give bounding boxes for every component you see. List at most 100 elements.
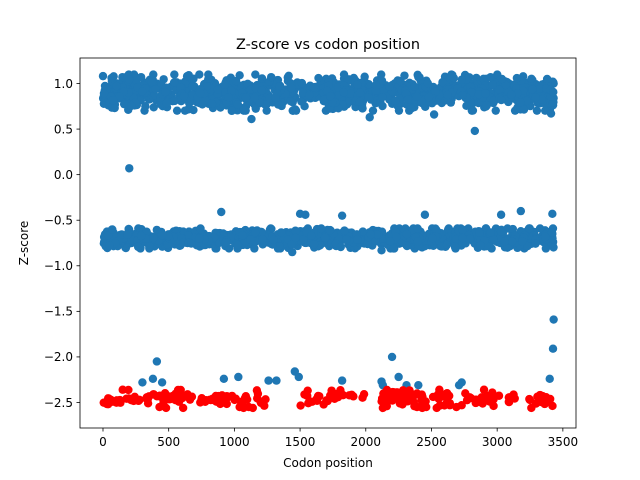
scatter-point-blue <box>458 90 467 100</box>
scatter-point-red <box>118 385 127 394</box>
scatter-point-blue <box>147 77 157 87</box>
scatter-point-red <box>445 401 455 410</box>
scatter-point-blue <box>481 89 490 98</box>
scatter-point-blue <box>317 224 326 233</box>
y-tick-label: 0.5 <box>54 122 73 136</box>
scatter-point-blue <box>549 243 558 252</box>
scatter-point-blue <box>176 83 185 92</box>
scatter-point-blue <box>549 315 558 324</box>
scatter-point-blue <box>325 225 335 235</box>
scatter-point-blue <box>522 96 532 106</box>
scatter-point-blue <box>108 225 117 234</box>
scatter-point-blue <box>497 74 507 84</box>
scatter-point-blue <box>412 92 422 102</box>
scatter-point-blue <box>326 91 335 101</box>
scatter-point-blue <box>476 241 485 250</box>
scatter-point-blue <box>438 77 447 87</box>
scatter-point-blue <box>141 102 150 111</box>
scatter-point-blue <box>500 237 509 246</box>
scatter-point-blue <box>98 71 108 81</box>
scatter-point-blue <box>442 240 452 249</box>
scatter-point-blue <box>496 210 506 219</box>
scatter-point-blue <box>189 105 198 115</box>
scatter-point-blue <box>371 81 381 90</box>
scatter-point-blue <box>414 72 423 82</box>
scatter-point-blue <box>486 228 496 237</box>
scatter-point-blue <box>346 89 355 98</box>
scatter-point-blue <box>187 239 196 248</box>
scatter-point-blue <box>136 231 146 241</box>
scatter-point-blue <box>423 79 432 88</box>
scatter-point-blue <box>491 106 500 115</box>
scatter-point-red <box>231 394 240 403</box>
scatter-point-blue <box>283 73 292 82</box>
scatter-point-blue <box>443 225 453 235</box>
scatter-point-blue <box>339 88 348 97</box>
scatter-point-blue <box>458 233 467 243</box>
scatter-point-blue <box>518 237 527 246</box>
scatter-point-blue <box>531 93 541 102</box>
scatter-point-red <box>196 398 205 407</box>
scatter-point-blue <box>540 232 550 242</box>
scatter-point-red <box>439 392 448 401</box>
scatter-point-red <box>489 401 498 411</box>
scatter-point-blue <box>414 380 423 390</box>
y-axis-title: Z-score <box>17 221 31 266</box>
scatter-point-blue <box>274 242 284 251</box>
scatter-point-blue <box>443 90 452 100</box>
scatter-point-blue <box>273 100 283 109</box>
scatter-point-red <box>418 392 427 401</box>
scatter-point-red <box>471 395 481 404</box>
scatter-point-blue <box>546 109 556 118</box>
scatter-point-red <box>155 402 164 412</box>
scatter-point-blue <box>474 90 484 99</box>
scatter-point-blue <box>217 207 226 217</box>
scatter-point-blue <box>390 96 400 106</box>
scatter-point-red <box>432 403 441 413</box>
scatter-point-blue <box>275 82 284 91</box>
scatter-point-blue <box>458 225 467 234</box>
scatter-point-blue <box>152 225 161 235</box>
scatter-point-blue <box>394 372 403 382</box>
scatter-point-blue <box>105 241 114 250</box>
scatter-point-blue <box>535 84 545 93</box>
scatter-point-blue <box>340 226 349 235</box>
scatter-point-blue <box>145 242 154 251</box>
scatter-point-blue <box>470 126 480 136</box>
scatter-point-blue <box>336 242 345 252</box>
scatter-point-blue <box>320 233 330 243</box>
scatter-point-blue <box>188 82 197 91</box>
scatter-point-blue <box>124 75 134 84</box>
scatter-point-blue <box>107 73 116 83</box>
scatter-point-blue <box>378 101 387 111</box>
scatter-point-red <box>185 395 195 404</box>
scatter-point-blue <box>339 70 349 79</box>
x-tick-label: 0 <box>99 435 107 449</box>
scatter-point-red <box>504 397 514 407</box>
scatter-point-blue <box>337 376 347 385</box>
scatter-point-blue <box>394 106 404 115</box>
scatter-point-blue <box>251 70 260 79</box>
scatter-point-blue <box>266 72 276 82</box>
scatter-point-blue <box>112 81 121 91</box>
scatter-point-blue <box>467 106 477 115</box>
scatter-point-blue <box>219 374 229 383</box>
scatter-point-blue <box>387 352 397 362</box>
y-tick-label: −1.5 <box>44 305 73 319</box>
x-axis-title: Codon position <box>283 456 373 470</box>
scatter-point-blue <box>497 95 506 105</box>
scatter-point-blue <box>138 378 147 387</box>
y-tick-label: −1.0 <box>44 259 73 273</box>
scatter-point-blue <box>305 90 314 100</box>
scatter-point-blue <box>264 376 273 385</box>
scatter-point-blue <box>363 239 372 249</box>
scatter-point-blue <box>368 106 378 115</box>
scatter-point-blue <box>479 74 488 84</box>
scatter-point-blue <box>258 235 267 244</box>
scatter-point-red <box>483 396 493 405</box>
scatter-point-blue <box>235 71 244 80</box>
scatter-point-red <box>102 399 112 409</box>
scatter-point-blue <box>169 96 179 105</box>
scatter-point-blue <box>377 76 387 85</box>
scatter-point-red <box>161 403 171 413</box>
